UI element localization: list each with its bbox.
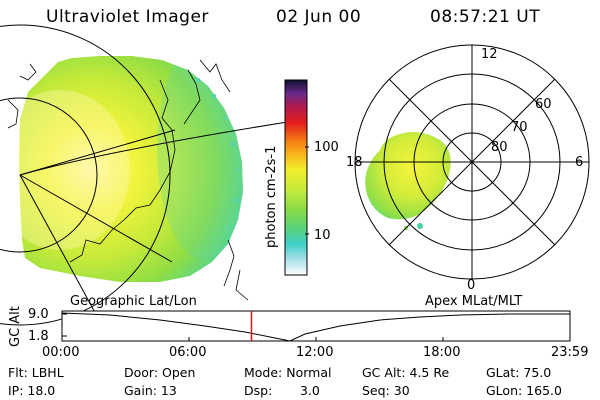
instrument-title: Ultraviolet Imager	[46, 7, 209, 27]
timeline-x-ticks	[61, 337, 571, 341]
polar-mlt-06-label: 6	[575, 155, 584, 170]
polar-mlt-12-label: 12	[481, 47, 498, 62]
observation-date: 02 Jun 00	[276, 7, 362, 27]
colorbar-tick-label-100: 100	[314, 140, 339, 155]
polar-lat-60-label: 60	[535, 97, 552, 112]
polar-lat-70-label: 70	[511, 120, 528, 135]
geographic-image	[0, 24, 301, 341]
timeline-x-tick-0600: 06:00	[169, 345, 207, 360]
observation-time: 08:57:21 UT	[430, 7, 541, 27]
polar-plot	[354, 44, 590, 280]
timeline-x-tick-0000: 00:00	[42, 345, 80, 360]
door-readout: Door: Open	[124, 365, 196, 380]
ip-readout: IP: 18.0	[8, 383, 56, 398]
colorbar-unit-label: photon cm-2s-1	[264, 145, 279, 248]
gain-readout: Gain: 13	[124, 383, 177, 398]
colorbar-gradient	[284, 79, 308, 276]
glon-readout: GLon: 165.0	[486, 383, 562, 398]
colorbar	[284, 79, 309, 276]
seq-readout: Seq: 30	[362, 383, 410, 398]
coastlines	[7, 59, 249, 301]
dsp-value: 3.0	[300, 383, 320, 398]
timeline-y-tick-1-8: 1.8	[28, 329, 49, 344]
orbit-altitude-curve	[61, 312, 570, 342]
mode-readout: Mode: Normal	[244, 365, 332, 380]
polar-mlt-18-label: 18	[346, 155, 363, 170]
polar-mlt-00-label: 0	[467, 278, 476, 293]
timeline-y-tick-9: 9.0	[28, 307, 49, 322]
gc-alt-readout: GC Alt: 4.5 Re	[362, 365, 450, 380]
emission-speckles	[196, 78, 240, 230]
filter-readout: Flt: LBHL	[8, 365, 64, 380]
timeline-frame	[61, 310, 571, 342]
glat-readout: GLat: 75.0	[486, 365, 552, 380]
timeline-x-tick-1200: 12:00	[296, 345, 334, 360]
polar-grid	[355, 45, 589, 279]
geographic-caption: Geographic Lat/Lon	[70, 294, 197, 309]
polar-auroral-oval	[365, 132, 451, 220]
auroral-emission	[19, 56, 243, 282]
dsp-label: Dsp:	[244, 383, 273, 398]
timeline-x-tick-2359: 23:59	[551, 345, 589, 360]
timeline-panel	[61, 310, 571, 342]
colorbar-tick-label-10: 10	[314, 228, 331, 243]
apex-caption: Apex MLat/MLT	[425, 294, 523, 309]
timeline-x-tick-1800: 18:00	[423, 345, 461, 360]
timeline-axis-title: GC Alt	[8, 306, 23, 347]
polar-lat-80-label: 80	[491, 140, 508, 155]
